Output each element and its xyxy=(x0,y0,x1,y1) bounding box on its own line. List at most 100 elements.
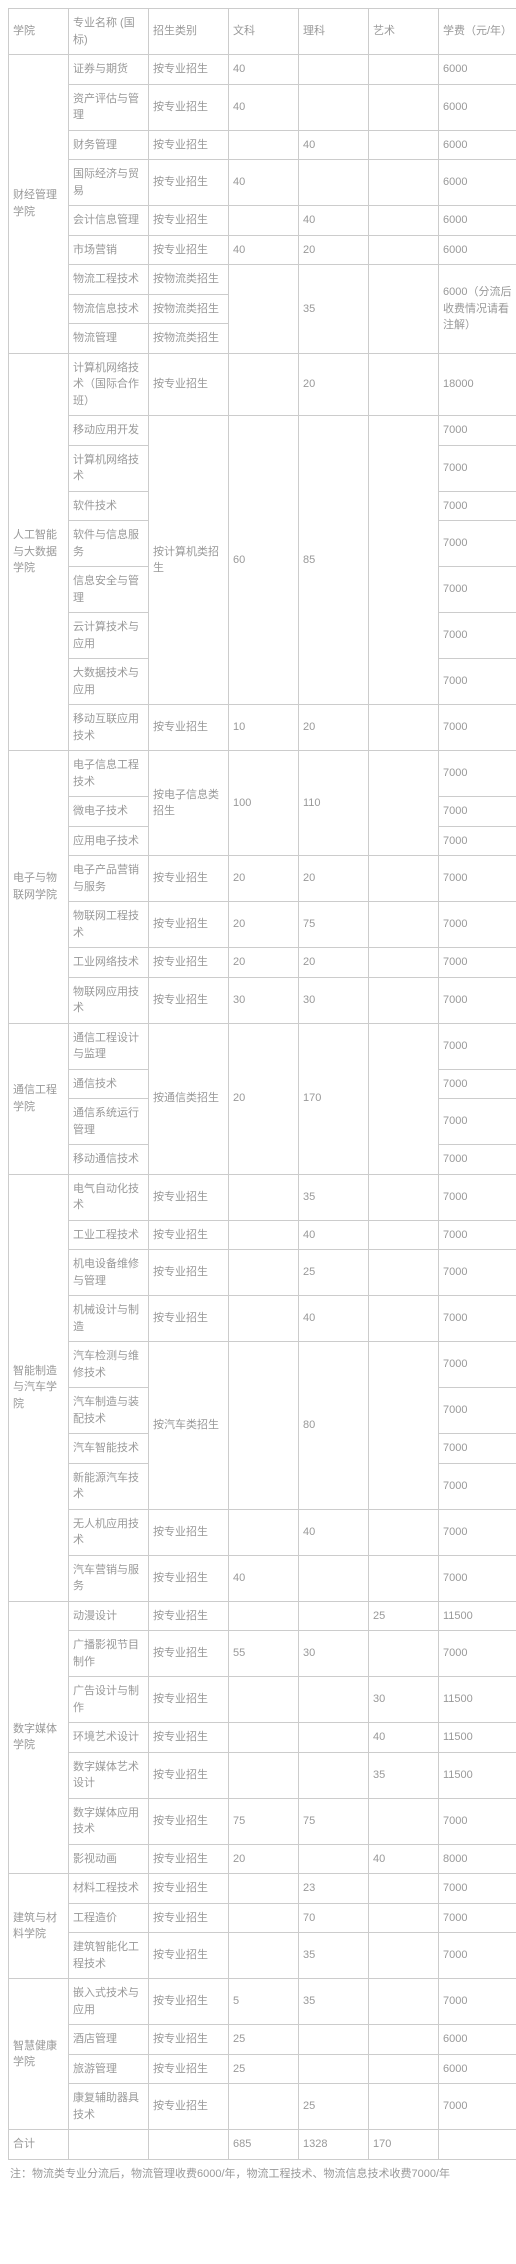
major-cell: 数字媒体艺术设计 xyxy=(69,1752,149,1798)
category-cell: 按专业招生 xyxy=(149,206,229,236)
major-cell: 电子信息工程技术 xyxy=(69,751,149,797)
category-cell: 按专业招生 xyxy=(149,1555,229,1601)
major-cell: 移动通信技术 xyxy=(69,1145,149,1175)
major-cell: 计算机网络技术 xyxy=(69,445,149,491)
header-cell: 学费（元/年） xyxy=(439,9,516,55)
major-cell: 嵌入式技术与应用 xyxy=(69,1979,149,2025)
major-cell: 建筑智能化工程技术 xyxy=(69,1933,149,1979)
header-cell: 理科 xyxy=(299,9,369,55)
major-cell: 无人机应用技术 xyxy=(69,1509,149,1555)
header-cell: 招生类别 xyxy=(149,9,229,55)
header-cell: 学院 xyxy=(9,9,69,55)
major-cell: 汽车检测与维修技术 xyxy=(69,1342,149,1388)
category-cell: 按电子信息类招生 xyxy=(149,751,229,856)
tuition-table: 学院专业名称 (国标)招生类别文科理科艺术学费（元/年）财经管理学院证券与期货按… xyxy=(8,8,516,2160)
category-cell: 按专业招生 xyxy=(149,2025,229,2055)
category-cell: 按物流类招生 xyxy=(149,265,229,295)
category-cell: 按专业招生 xyxy=(149,1903,229,1933)
category-cell: 按专业招生 xyxy=(149,1933,229,1979)
college-cell: 电子与物联网学院 xyxy=(9,751,69,1024)
major-cell: 应用电子技术 xyxy=(69,826,149,856)
header-cell: 艺术 xyxy=(369,9,439,55)
major-cell: 汽车制造与装配技术 xyxy=(69,1388,149,1434)
college-cell: 智能制造与汽车学院 xyxy=(9,1174,69,1601)
category-cell: 按专业招生 xyxy=(149,1509,229,1555)
college-cell: 人工智能与大数据学院 xyxy=(9,353,69,751)
major-cell: 移动互联应用技术 xyxy=(69,705,149,751)
major-cell: 微电子技术 xyxy=(69,797,149,827)
category-cell: 按专业招生 xyxy=(149,1631,229,1677)
major-cell: 旅游管理 xyxy=(69,2054,149,2084)
major-cell: 电子产品营销与服务 xyxy=(69,856,149,902)
category-cell: 按专业招生 xyxy=(149,1601,229,1631)
major-cell: 机械设计与制造 xyxy=(69,1296,149,1342)
major-cell: 机电设备维修与管理 xyxy=(69,1250,149,1296)
major-cell: 市场营销 xyxy=(69,235,149,265)
major-cell: 环境艺术设计 xyxy=(69,1723,149,1753)
category-cell: 按专业招生 xyxy=(149,2084,229,2130)
major-cell: 软件技术 xyxy=(69,491,149,521)
category-cell: 按专业招生 xyxy=(149,902,229,948)
college-cell: 建筑与材料学院 xyxy=(9,1874,69,1979)
category-cell: 按专业招生 xyxy=(149,948,229,978)
major-cell: 工业工程技术 xyxy=(69,1220,149,1250)
major-cell: 汽车营销与服务 xyxy=(69,1555,149,1601)
category-cell: 按专业招生 xyxy=(149,353,229,416)
major-cell: 电气自动化技术 xyxy=(69,1174,149,1220)
category-cell: 按通信类招生 xyxy=(149,1023,229,1174)
major-cell: 通信技术 xyxy=(69,1069,149,1099)
category-cell: 按专业招生 xyxy=(149,2054,229,2084)
total-label: 合计 xyxy=(9,2130,69,2160)
category-cell: 按专业招生 xyxy=(149,977,229,1023)
major-cell: 酒店管理 xyxy=(69,2025,149,2055)
header-cell: 文科 xyxy=(229,9,299,55)
category-cell: 按专业招生 xyxy=(149,856,229,902)
college-cell: 数字媒体学院 xyxy=(9,1601,69,1874)
major-cell: 通信系统运行管理 xyxy=(69,1099,149,1145)
college-cell: 智慧健康学院 xyxy=(9,1979,69,2130)
category-cell: 按专业招生 xyxy=(149,1296,229,1342)
category-cell: 按物流类招生 xyxy=(149,324,229,354)
major-cell: 材料工程技术 xyxy=(69,1874,149,1904)
category-cell: 按专业招生 xyxy=(149,1677,229,1723)
major-cell: 财务管理 xyxy=(69,130,149,160)
category-cell: 按汽车类招生 xyxy=(149,1342,229,1510)
header-cell: 专业名称 (国标) xyxy=(69,9,149,55)
category-cell: 按专业招生 xyxy=(149,1874,229,1904)
major-cell: 大数据技术与应用 xyxy=(69,659,149,705)
category-cell: 按专业招生 xyxy=(149,235,229,265)
category-cell: 按专业招生 xyxy=(149,1979,229,2025)
major-cell: 信息安全与管理 xyxy=(69,567,149,613)
major-cell: 物流工程技术 xyxy=(69,265,149,295)
category-cell: 按物流类招生 xyxy=(149,294,229,324)
major-cell: 资产评估与管理 xyxy=(69,84,149,130)
major-cell: 物联网应用技术 xyxy=(69,977,149,1023)
category-cell: 按计算机类招生 xyxy=(149,416,229,705)
major-cell: 工程造价 xyxy=(69,1903,149,1933)
category-cell: 按专业招生 xyxy=(149,1752,229,1798)
category-cell: 按专业招生 xyxy=(149,1723,229,1753)
major-cell: 康复辅助器具技术 xyxy=(69,2084,149,2130)
category-cell: 按专业招生 xyxy=(149,55,229,85)
major-cell: 影视动画 xyxy=(69,1844,149,1874)
category-cell: 按专业招生 xyxy=(149,1798,229,1844)
major-cell: 动漫设计 xyxy=(69,1601,149,1631)
major-cell: 物流信息技术 xyxy=(69,294,149,324)
category-cell: 按专业招生 xyxy=(149,160,229,206)
major-cell: 数字媒体应用技术 xyxy=(69,1798,149,1844)
major-cell: 物联网工程技术 xyxy=(69,902,149,948)
major-cell: 通信工程设计与监理 xyxy=(69,1023,149,1069)
major-cell: 云计算技术与应用 xyxy=(69,613,149,659)
major-cell: 会计信息管理 xyxy=(69,206,149,236)
major-cell: 计算机网络技术（国际合作班） xyxy=(69,353,149,416)
category-cell: 按专业招生 xyxy=(149,130,229,160)
category-cell: 按专业招生 xyxy=(149,84,229,130)
category-cell: 按专业招生 xyxy=(149,1250,229,1296)
major-cell: 广播影视节目制作 xyxy=(69,1631,149,1677)
major-cell: 广告设计与制作 xyxy=(69,1677,149,1723)
major-cell: 证券与期货 xyxy=(69,55,149,85)
college-cell: 通信工程学院 xyxy=(9,1023,69,1174)
category-cell: 按专业招生 xyxy=(149,1220,229,1250)
major-cell: 新能源汽车技术 xyxy=(69,1463,149,1509)
major-cell: 软件与信息服务 xyxy=(69,521,149,567)
